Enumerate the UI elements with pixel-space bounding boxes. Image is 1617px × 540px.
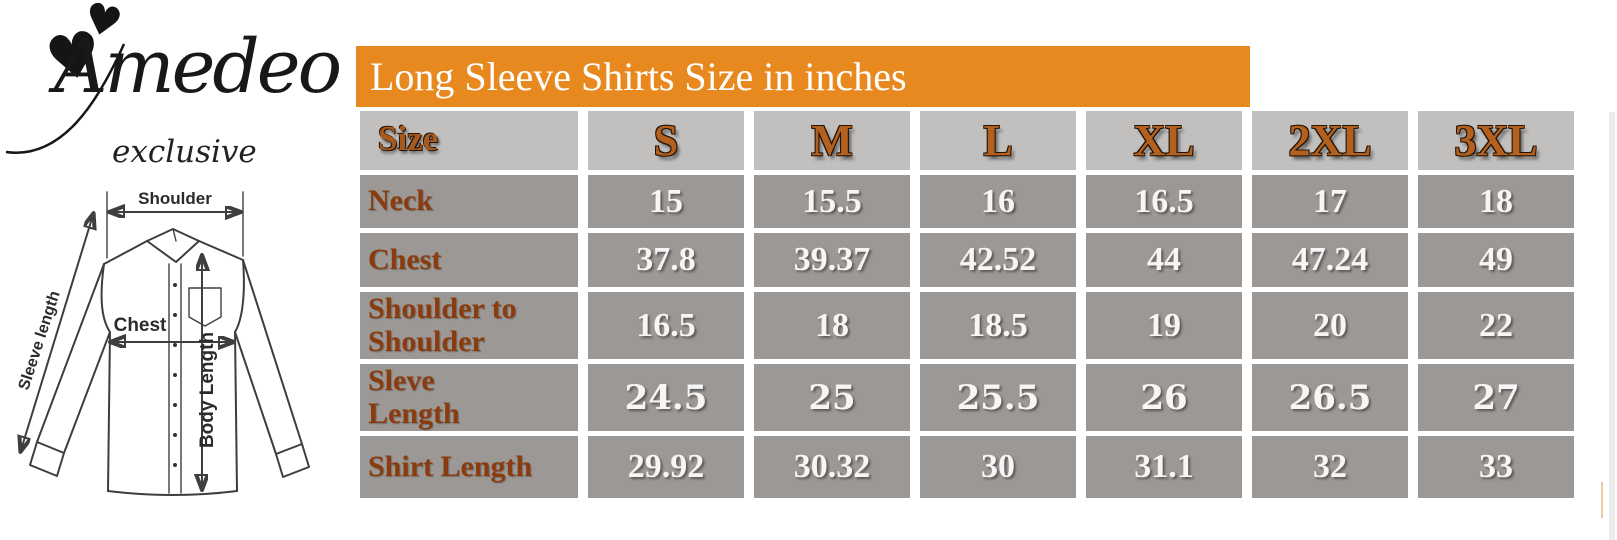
right-edge-strip: [1609, 112, 1615, 540]
row-label-chest: Chest: [360, 233, 578, 287]
cell-shirt-xl: 31.1: [1086, 436, 1242, 498]
cell-sleeve-xl: 26: [1086, 364, 1242, 431]
cell-sleeve-3xl: 27: [1418, 364, 1574, 431]
row-label-shirt: Shirt Length: [360, 436, 578, 498]
cell-chest-m: 39.37: [754, 233, 910, 287]
cell-chest-xl: 44: [1086, 233, 1242, 287]
cell-shoulder-m: 18: [754, 292, 910, 359]
row-label-sleeve: Sleve Length: [360, 364, 578, 431]
cell-shirt-m: 30.32: [754, 436, 910, 498]
cell-shirt-l: 30: [920, 436, 1076, 498]
table-title-banner: Long Sleeve Shirts Size in inches: [356, 46, 1250, 107]
logo-flourish: [5, 43, 126, 154]
shoulder-label: Shoulder: [138, 189, 212, 208]
cell-sleeve-l: 25.5: [920, 364, 1076, 431]
row-label-text: Sleve Length: [368, 364, 460, 430]
cell-neck-s: 15: [588, 175, 744, 228]
cell-neck-2xl: 17: [1252, 175, 1408, 228]
header-col-3xl: 3XL: [1418, 111, 1574, 170]
brand-logo: ♥ ♥ Amedeo exclusive: [0, 0, 350, 185]
size-table: Size S M L XL 2XL 3XL Neck 15 15.5 16 16…: [360, 111, 1574, 498]
right-edge-artifact: [1601, 482, 1603, 518]
cell-neck-3xl: 18: [1418, 175, 1574, 228]
cell-shirt-3xl: 33: [1418, 436, 1574, 498]
row-label-text: Chest: [368, 242, 442, 276]
brand-tagline: exclusive: [112, 134, 257, 170]
row-label-neck: Neck: [360, 175, 578, 228]
body-length-label: Body Length: [197, 332, 218, 448]
shirt-diagram: Shoulder Chest: [16, 189, 310, 496]
cell-sleeve-2xl: 26.5: [1252, 364, 1408, 431]
cell-shoulder-3xl: 22: [1418, 292, 1574, 359]
header-col-s: S: [588, 111, 744, 170]
header-col-m: M: [754, 111, 910, 170]
cell-chest-l: 42.52: [920, 233, 1076, 287]
row-label-shoulder: Shoulder to Shoulder: [360, 292, 578, 359]
cell-shoulder-xl: 19: [1086, 292, 1242, 359]
cell-shoulder-s: 16.5: [588, 292, 744, 359]
cell-chest-3xl: 49: [1418, 233, 1574, 287]
row-label-text: Shoulder to Shoulder: [368, 292, 517, 358]
row-label-text: Shirt Length: [368, 449, 533, 483]
header-col-2xl: 2XL: [1252, 111, 1408, 170]
brand-name: Amedeo: [54, 24, 342, 110]
cell-shirt-2xl: 32: [1252, 436, 1408, 498]
header-col-l: L: [920, 111, 1076, 170]
sleeve-length-label: Sleeve length: [16, 289, 64, 392]
cell-neck-xl: 16.5: [1086, 175, 1242, 228]
cell-neck-m: 15.5: [754, 175, 910, 228]
cell-sleeve-s: 24.5: [588, 364, 744, 431]
chest-label: Chest: [114, 315, 167, 336]
cell-shirt-s: 29.92: [588, 436, 744, 498]
header-col-xl: XL: [1086, 111, 1242, 170]
header-size: Size: [360, 111, 578, 170]
cell-shoulder-l: 18.5: [920, 292, 1076, 359]
cell-neck-l: 16: [920, 175, 1076, 228]
cell-chest-s: 37.8: [588, 233, 744, 287]
cell-chest-2xl: 47.24: [1252, 233, 1408, 287]
cell-shoulder-2xl: 20: [1252, 292, 1408, 359]
cell-sleeve-m: 25: [754, 364, 910, 431]
row-label-text: Neck: [368, 184, 433, 218]
